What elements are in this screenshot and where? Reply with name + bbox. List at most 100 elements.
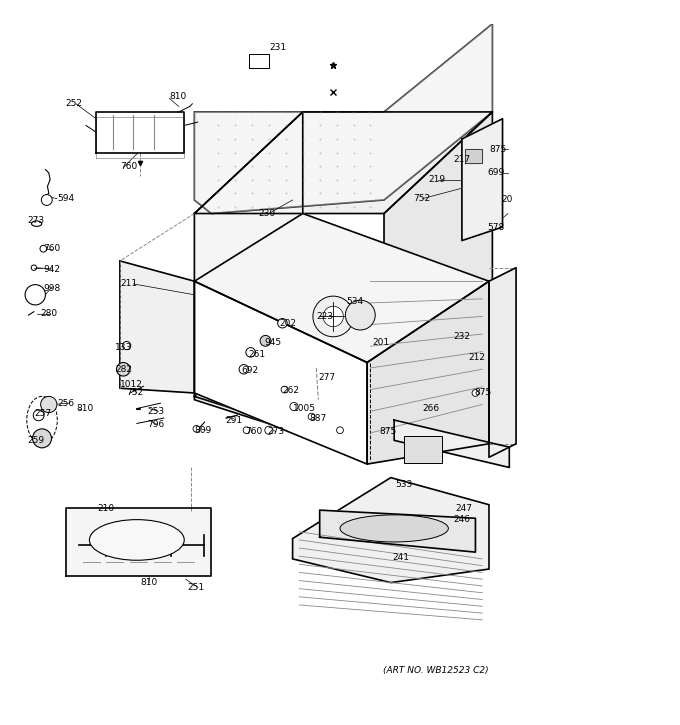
Text: 256: 256 (57, 399, 74, 407)
Circle shape (25, 285, 46, 305)
Circle shape (239, 365, 249, 374)
Text: 211: 211 (120, 279, 137, 289)
Text: 277: 277 (318, 373, 335, 382)
Text: 810: 810 (140, 578, 158, 587)
Text: 266: 266 (423, 404, 440, 413)
Polygon shape (489, 268, 516, 457)
Text: 291: 291 (225, 415, 242, 425)
Text: 273: 273 (27, 216, 44, 225)
Text: 247: 247 (455, 504, 472, 513)
Text: 273: 273 (267, 427, 284, 436)
Text: 796: 796 (147, 420, 165, 429)
Circle shape (246, 347, 256, 357)
Text: 257: 257 (34, 409, 51, 418)
Text: 210: 210 (97, 504, 115, 513)
Circle shape (193, 426, 200, 432)
Text: 533: 533 (396, 480, 413, 489)
Circle shape (33, 429, 52, 448)
Text: 760: 760 (44, 244, 61, 253)
Circle shape (122, 341, 131, 349)
Circle shape (260, 336, 271, 347)
Text: 578: 578 (488, 223, 505, 231)
Text: 887: 887 (309, 413, 327, 423)
Circle shape (290, 402, 298, 410)
Text: 1005: 1005 (292, 404, 316, 413)
Circle shape (313, 296, 354, 337)
Text: 20: 20 (501, 196, 513, 204)
Polygon shape (120, 261, 194, 393)
Polygon shape (194, 112, 303, 397)
Circle shape (41, 397, 57, 413)
Text: (ART NO. WB12523 C2): (ART NO. WB12523 C2) (384, 666, 489, 676)
Text: 875: 875 (474, 389, 492, 397)
Text: 241: 241 (393, 553, 410, 562)
Text: 223: 223 (316, 312, 333, 321)
Text: 1012: 1012 (120, 380, 143, 389)
Polygon shape (367, 281, 489, 464)
Polygon shape (465, 149, 482, 162)
Polygon shape (320, 510, 475, 552)
Text: 201: 201 (373, 338, 390, 347)
Polygon shape (292, 478, 489, 583)
Text: 251: 251 (188, 583, 205, 592)
Polygon shape (394, 420, 509, 468)
Text: 810: 810 (76, 404, 93, 413)
Text: 752: 752 (413, 194, 430, 203)
Polygon shape (462, 119, 503, 241)
Polygon shape (384, 112, 492, 457)
Polygon shape (194, 24, 492, 213)
Text: 202: 202 (279, 319, 296, 328)
Circle shape (308, 413, 315, 420)
Text: 262: 262 (282, 386, 299, 395)
Circle shape (265, 426, 273, 434)
Text: 232: 232 (454, 332, 471, 341)
Bar (405, 436, 441, 463)
Circle shape (41, 194, 52, 205)
Ellipse shape (340, 515, 448, 542)
Polygon shape (66, 508, 211, 576)
Circle shape (472, 389, 479, 397)
Text: 699: 699 (488, 168, 505, 178)
Circle shape (40, 245, 47, 252)
Ellipse shape (90, 520, 184, 560)
Text: 212: 212 (469, 352, 486, 362)
Text: 259: 259 (27, 436, 44, 445)
Text: 246: 246 (454, 515, 471, 524)
Text: 282: 282 (115, 365, 132, 374)
Text: 875: 875 (379, 427, 396, 436)
Circle shape (277, 318, 287, 328)
Text: 219: 219 (428, 175, 445, 184)
Polygon shape (194, 397, 384, 460)
Text: 942: 942 (44, 265, 61, 273)
Circle shape (33, 410, 44, 420)
Text: 231: 231 (269, 43, 286, 52)
Circle shape (323, 306, 343, 326)
Circle shape (243, 427, 250, 434)
Polygon shape (194, 281, 367, 464)
Text: 253: 253 (147, 407, 164, 416)
Text: 261: 261 (249, 350, 266, 359)
Circle shape (337, 427, 343, 434)
Text: 692: 692 (242, 366, 259, 375)
Text: 534: 534 (347, 297, 364, 306)
Text: 945: 945 (264, 338, 282, 347)
Text: 810: 810 (169, 92, 186, 101)
Text: 230: 230 (258, 209, 276, 218)
Text: 998: 998 (44, 283, 61, 292)
Text: 752: 752 (126, 389, 143, 397)
Ellipse shape (27, 397, 57, 444)
Text: 252: 252 (66, 99, 83, 108)
Text: 280: 280 (41, 310, 58, 318)
Text: 760: 760 (120, 162, 137, 170)
Circle shape (281, 386, 288, 393)
Text: 594: 594 (57, 194, 74, 203)
Ellipse shape (31, 221, 41, 226)
Circle shape (31, 265, 37, 270)
Circle shape (116, 362, 130, 376)
Polygon shape (194, 112, 492, 213)
Text: 760: 760 (245, 427, 262, 436)
Polygon shape (194, 213, 489, 362)
Text: 875: 875 (489, 145, 506, 154)
Text: 133: 133 (115, 343, 133, 352)
Polygon shape (194, 24, 492, 213)
